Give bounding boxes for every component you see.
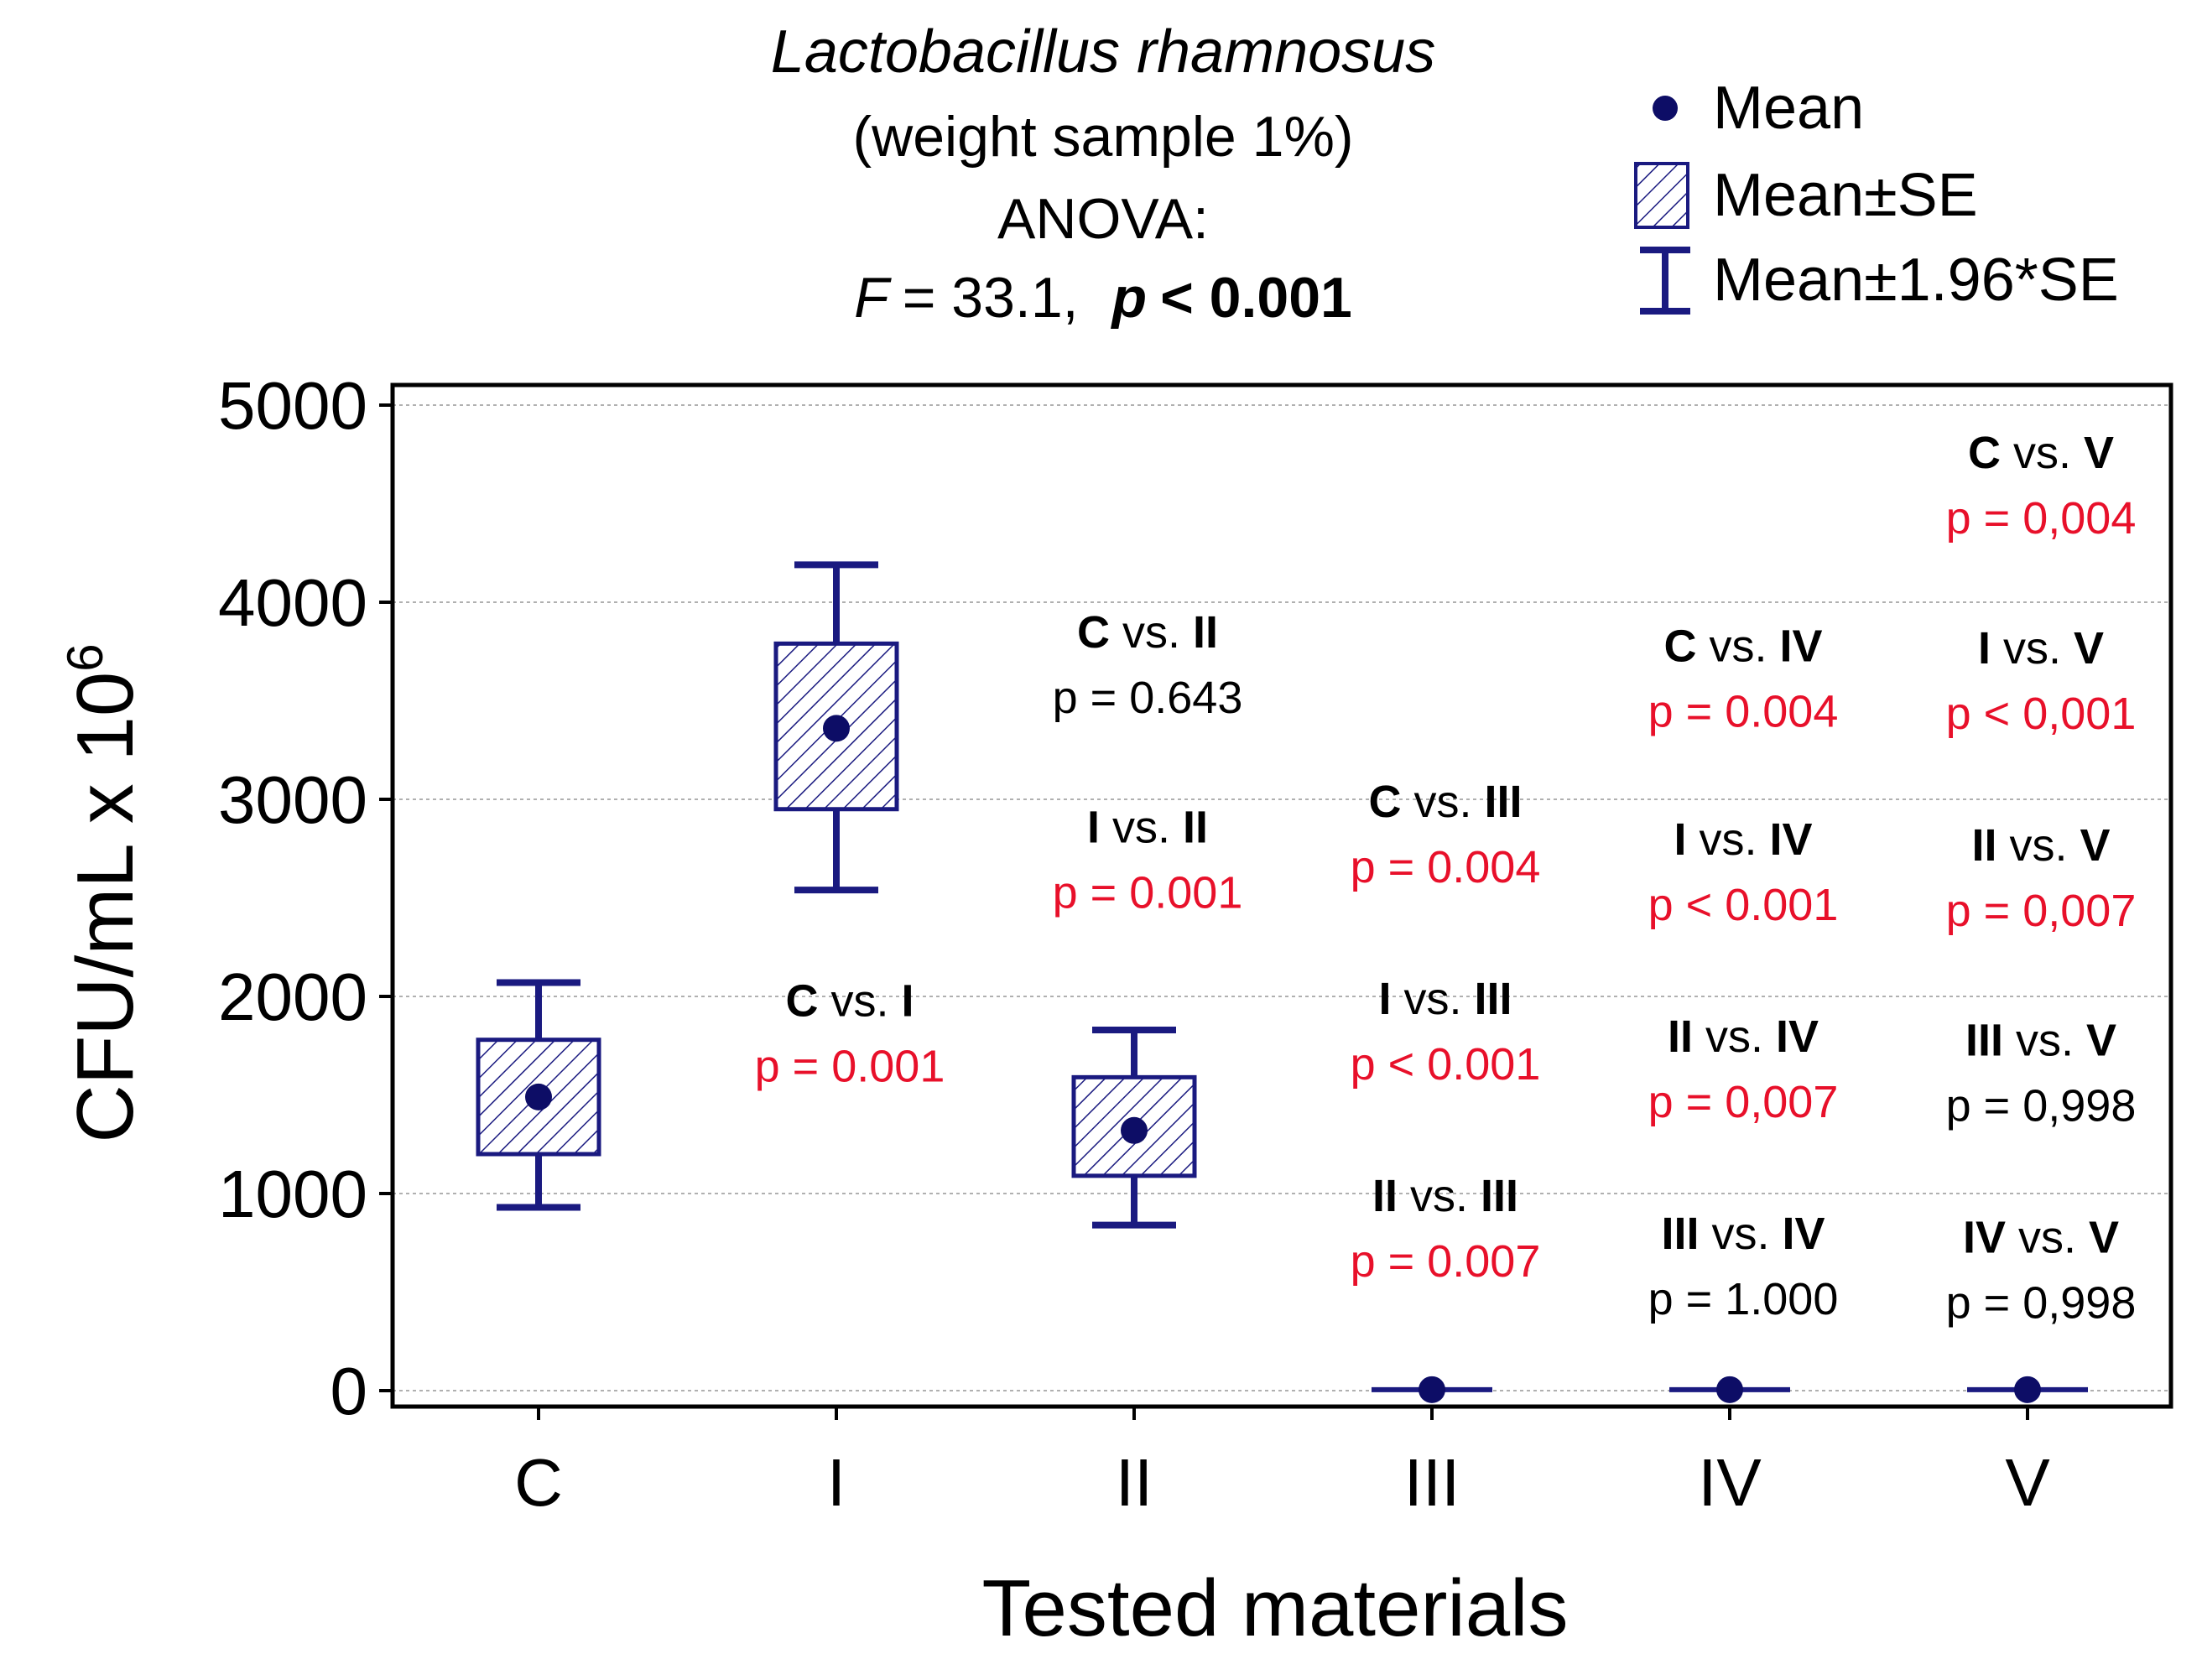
x-tick-label: II [1116, 1445, 1153, 1520]
comparison-iii-vs-iv: III vs. IV p = 1.000 [1648, 1209, 1839, 1324]
comparison-label: II vs. III [1372, 1171, 1518, 1221]
comparison-label: C vs. I [785, 976, 914, 1027]
chart-title: Lactobacillus rhamnosus [771, 18, 1435, 86]
comparison-p-value: p = 0,007 [1946, 886, 2137, 936]
comparison-label: C vs. II [1077, 607, 1218, 658]
plot-area [390, 382, 2173, 1409]
comparison-i-vs-iv: I vs. IV p < 0.001 [1648, 814, 1839, 930]
comparison-c-vs-i: C vs. I p = 0.001 [755, 976, 945, 1092]
legend-mean-marker [1653, 96, 1678, 121]
y-tick-label: 0 [331, 1354, 368, 1428]
y-tick-label: 3000 [218, 762, 367, 837]
comparison-label: C vs. III [1368, 777, 1522, 827]
box-group-iv [1669, 1376, 1790, 1403]
legend-label-ci: Mean±1.96*SE [1713, 247, 2119, 314]
x-tick-label: I [827, 1445, 846, 1520]
comparison-label: III vs. V [1965, 1016, 2116, 1066]
legend-label-se: Mean±SE [1713, 162, 1978, 229]
comparison-label: I vs. IV [1674, 814, 1812, 865]
comparison-p-value: p = 0.643 [1053, 673, 1243, 723]
y-tick-label: 5000 [218, 368, 367, 443]
box-group-v [1967, 1376, 2088, 1403]
comparison-i-vs-ii: I vs. II p = 0.001 [1053, 803, 1243, 918]
x-tick-label: III [1404, 1445, 1460, 1520]
mean-point [525, 1083, 552, 1110]
stat-f-value: = 33.1, [903, 266, 1079, 330]
comparison-iii-vs-v: III vs. V p = 0,998 [1946, 1016, 2137, 1131]
comparison-label: II vs. IV [1668, 1012, 1819, 1062]
comparison-label: IV vs. V [1963, 1213, 2119, 1263]
x-tick-label: IV [1698, 1445, 1762, 1520]
comparison-p-value: p = 0,998 [1946, 1081, 2137, 1131]
mean-point [1419, 1376, 1445, 1403]
box-group-ii [1071, 1026, 1197, 1229]
y-axis: 0 1000 2000 3000 4000 5000 [218, 368, 393, 1428]
comparison-p-value: p = 0,004 [1946, 493, 2137, 544]
box-group-c [476, 979, 601, 1211]
comparison-i-vs-v: I vs. V p < 0,001 [1946, 623, 2137, 739]
grid-lines [393, 404, 2171, 1391]
y-tick-label: 2000 [218, 960, 367, 1034]
y-tick-label: 1000 [218, 1157, 367, 1231]
comparison-c-vs-iv: C vs. IV p = 0.004 [1648, 622, 1839, 737]
comparison-ii-vs-iv: II vs. IV p = 0,007 [1648, 1012, 1839, 1127]
stat-p-label: p [1111, 266, 1148, 330]
mean-point [1716, 1376, 1743, 1403]
mean-point [2014, 1376, 2041, 1403]
data-series [476, 561, 2088, 1403]
comparison-p-value: p = 0.004 [1648, 687, 1839, 737]
legend-label-mean: Mean [1713, 75, 1864, 142]
stat-p-value: < 0.001 [1160, 266, 1352, 330]
comparison-p-value: p = 0,007 [1648, 1077, 1839, 1127]
comparison-label: III vs. IV [1661, 1209, 1825, 1259]
x-axis-title: Tested materials [982, 1563, 1569, 1653]
comparison-p-value: p = 1.000 [1648, 1274, 1839, 1324]
legend-whisker-marker [1640, 247, 1690, 315]
comparison-p-value: p = 0,998 [1946, 1278, 2137, 1329]
comparison-p-value: p = 0.001 [755, 1042, 945, 1092]
y-axis-title-superscript: 6 [57, 643, 113, 671]
comparison-label: C vs. IV [1663, 622, 1822, 672]
x-tick-label: V [2005, 1445, 2050, 1520]
comparison-label: II vs. V [1971, 820, 2110, 871]
comparison-c-vs-ii: C vs. II p = 0.643 [1053, 607, 1243, 723]
y-axis-title: CFU/mL x 106 [57, 643, 150, 1142]
comparison-i-vs-iii: I vs. III p < 0.001 [1351, 974, 1541, 1090]
legend: Mean Mean±SE Mean±1.96*SE [1634, 75, 2119, 315]
comparison-ii-vs-v: II vs. V p = 0,007 [1946, 820, 2137, 936]
comparison-label: I vs. III [1378, 974, 1512, 1024]
comparison-iv-vs-v: IV vs. V p = 0,998 [1946, 1213, 2137, 1329]
box-group-i [773, 561, 899, 894]
mean-point [1121, 1116, 1148, 1144]
comparison-label: I vs. V [1978, 623, 2104, 674]
comparison-ii-vs-iii: II vs. III p = 0.007 [1351, 1171, 1541, 1287]
x-axis: C I II III IV V [514, 1407, 2050, 1520]
annotations: C vs. I p = 0.001 C vs. II p = 0.643 I vs. I… [755, 428, 2137, 1328]
chart-subtitle: (weight sample 1%) [852, 105, 1353, 169]
comparison-c-vs-iii: C vs. III p = 0.004 [1351, 777, 1541, 892]
mean-point [823, 715, 850, 742]
stat-line: F = 33.1, p < 0.001 [854, 266, 1352, 330]
y-axis-title-main: CFU/mL x 10 [60, 672, 150, 1143]
comparison-label: C vs. V [1968, 428, 2114, 478]
comparison-p-value: p < 0.001 [1648, 880, 1839, 930]
y-tick-label: 4000 [218, 565, 367, 640]
legend-box-marker [1634, 162, 1689, 229]
comparison-p-value: p < 0,001 [1946, 689, 2137, 739]
comparison-p-value: p = 0.001 [1053, 868, 1243, 918]
test-label: ANOVA: [997, 187, 1209, 251]
box-group-iii [1372, 1376, 1492, 1403]
comparison-p-value: p = 0.004 [1351, 842, 1541, 892]
comparison-c-vs-v: C vs. V p = 0,004 [1946, 428, 2137, 544]
stat-f-label: F [854, 266, 892, 330]
comparison-p-value: p < 0.001 [1351, 1039, 1541, 1090]
comparison-p-value: p = 0.007 [1351, 1236, 1541, 1287]
x-tick-label: C [514, 1445, 563, 1520]
comparison-label: I vs. II [1087, 803, 1208, 853]
